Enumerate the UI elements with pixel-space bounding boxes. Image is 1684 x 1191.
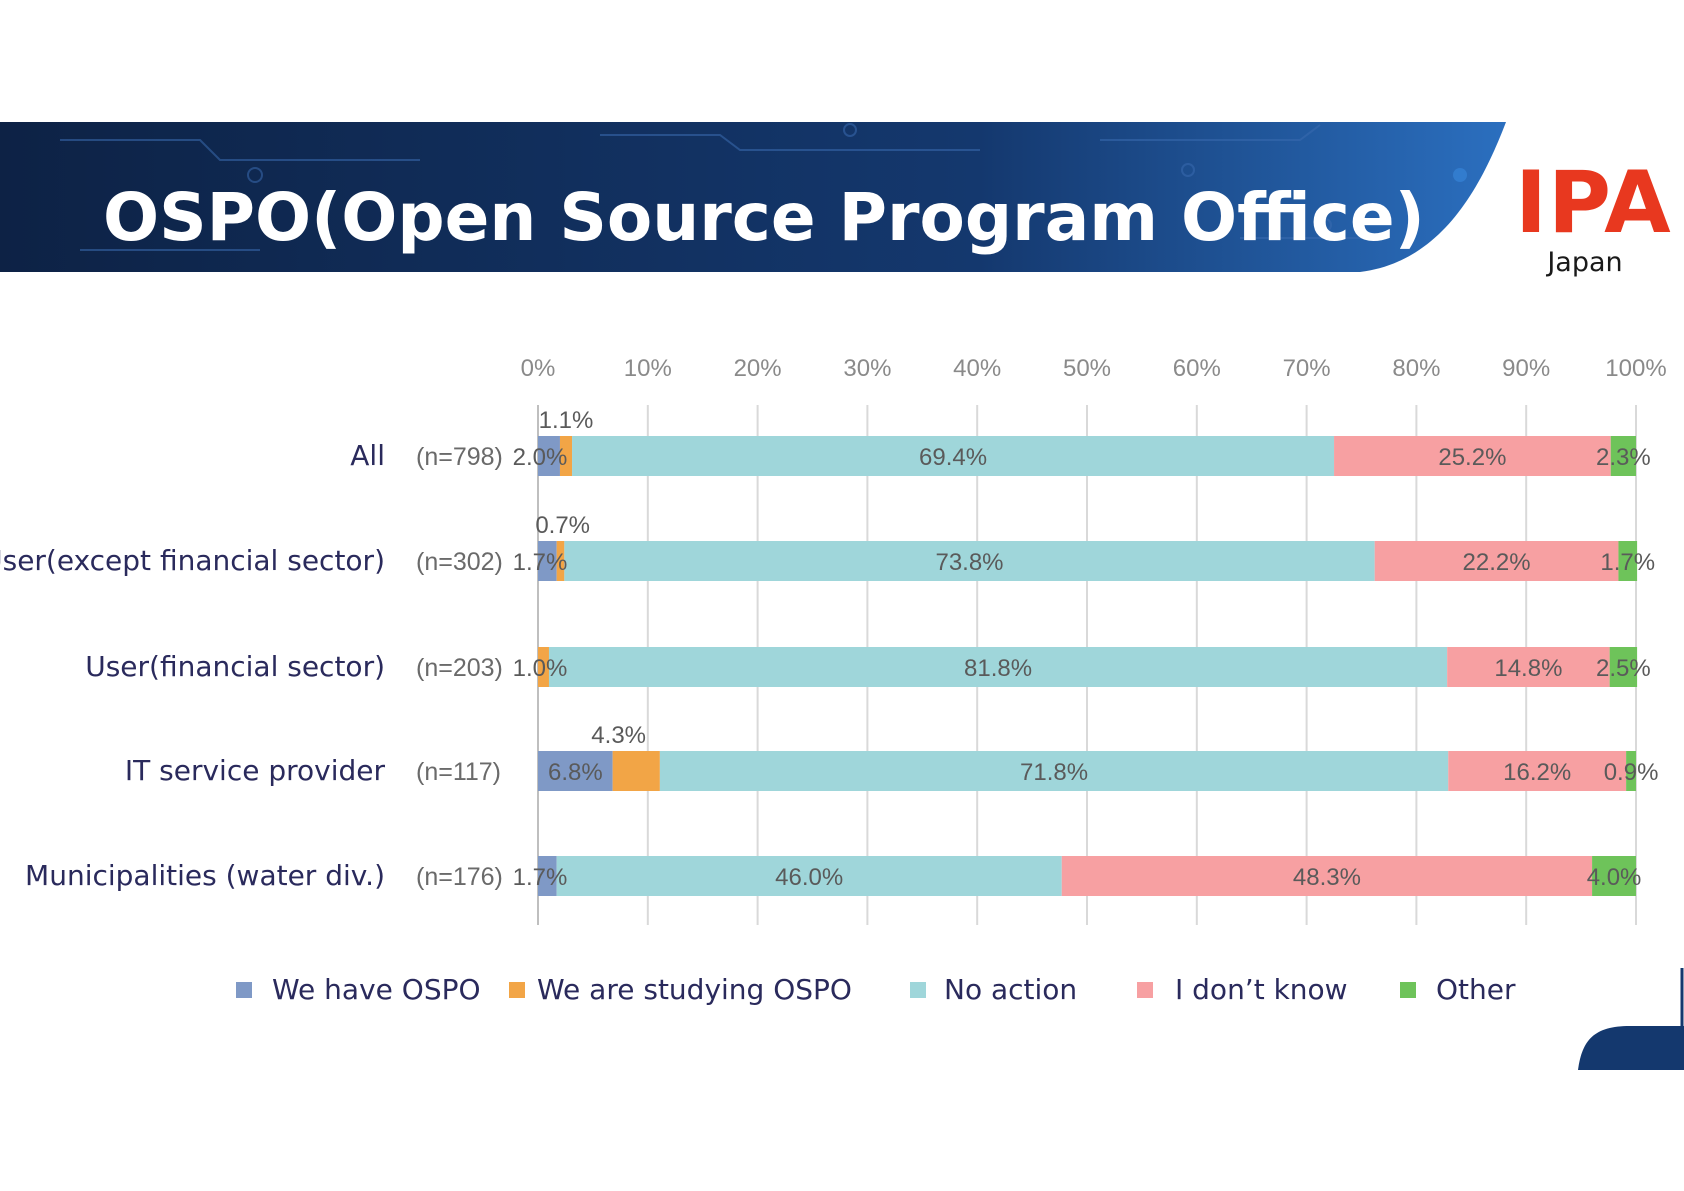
data-label: 14.8% xyxy=(1494,655,1562,682)
slide-title: OSPO(Open Source Program Office) xyxy=(103,179,1425,256)
data-label: 69.4% xyxy=(919,444,987,471)
legend-swatch xyxy=(509,982,525,998)
bar-segment xyxy=(538,856,557,896)
data-label: 16.2% xyxy=(1503,759,1571,786)
x-tick-label: 80% xyxy=(1392,355,1440,382)
bar-segment xyxy=(538,541,557,581)
data-label: 0.7% xyxy=(535,512,590,539)
x-tick-label: 10% xyxy=(624,355,672,382)
data-label: 4.0% xyxy=(1587,864,1642,891)
bar-segment xyxy=(1334,436,1611,476)
bar-segment xyxy=(1448,751,1627,791)
data-label: 1.7% xyxy=(513,549,568,576)
legend-label: Other xyxy=(1436,973,1516,1006)
data-label: 4.3% xyxy=(591,722,646,749)
category-label: IT service provider xyxy=(125,754,386,787)
category-label: Municipalities (water div.) xyxy=(25,859,385,892)
legend-label: I don’t know xyxy=(1175,973,1348,1006)
bar-segment xyxy=(538,436,560,476)
data-label: 1.0% xyxy=(513,655,568,682)
x-tick-label: 40% xyxy=(953,355,1001,382)
data-label: 1.1% xyxy=(539,407,594,434)
bar-segment xyxy=(1061,856,1593,896)
bar-segment xyxy=(538,751,613,791)
data-label: 6.8% xyxy=(548,759,603,786)
data-label: 81.8% xyxy=(964,655,1032,682)
bar-segment xyxy=(556,856,1062,896)
x-tick-label: 0% xyxy=(521,355,556,382)
data-label: 25.2% xyxy=(1438,444,1506,471)
bar-segment xyxy=(1592,856,1636,896)
x-tick-label: 30% xyxy=(843,355,891,382)
bar-segment xyxy=(659,751,1449,791)
data-label: 2.5% xyxy=(1596,655,1651,682)
category-label: User(except financial sector) xyxy=(0,544,385,577)
bar-segment xyxy=(564,541,1375,581)
sample-size-label: (n=302) xyxy=(416,548,503,576)
data-label: 1.7% xyxy=(513,864,568,891)
banner-circuit-decoration xyxy=(60,123,1467,251)
sample-size-label: (n=176) xyxy=(416,863,503,891)
bar-segment xyxy=(1618,541,1638,581)
x-tick-label: 70% xyxy=(1283,355,1331,382)
logo-country: Japan xyxy=(1547,247,1623,278)
bar-segment xyxy=(559,436,573,476)
logo-mark: IPA xyxy=(1515,153,1672,253)
ipa-logo: IPA Japan xyxy=(1515,153,1672,278)
title-banner xyxy=(0,122,1506,272)
bar-segment xyxy=(1374,541,1619,581)
bar-segment xyxy=(548,647,1448,687)
legend-label: We have OSPO xyxy=(272,973,481,1006)
data-label: 0.9% xyxy=(1604,759,1659,786)
legend-label: No action xyxy=(944,973,1077,1006)
bar-segment xyxy=(572,436,1335,476)
x-tick-label: 90% xyxy=(1502,355,1550,382)
bar-segment xyxy=(1609,647,1638,687)
x-tick-label: 100% xyxy=(1605,355,1666,382)
legend-swatch xyxy=(236,982,252,998)
corner-shape xyxy=(1578,1026,1684,1070)
category-label: All xyxy=(350,439,385,472)
data-label: 22.2% xyxy=(1463,549,1531,576)
data-label: 71.8% xyxy=(1020,759,1088,786)
legend-swatch xyxy=(910,982,926,998)
legend-swatch xyxy=(1137,982,1153,998)
bar-segment xyxy=(612,751,660,791)
category-label: User(financial sector) xyxy=(85,650,385,683)
corner-decoration xyxy=(1578,968,1684,1070)
data-label: 73.8% xyxy=(935,549,1003,576)
legend-label: We are studying OSPO xyxy=(537,973,852,1006)
bar-segment xyxy=(1610,436,1636,476)
sample-size-label: (n=203) xyxy=(416,654,503,682)
sample-size-label: (n=117) xyxy=(416,758,501,786)
data-label: 46.0% xyxy=(775,864,843,891)
data-label: 2.0% xyxy=(513,444,568,471)
data-label: 1.7% xyxy=(1600,549,1655,576)
data-label: 2.3% xyxy=(1596,444,1651,471)
x-tick-label: 60% xyxy=(1173,355,1221,382)
x-tick-label: 50% xyxy=(1063,355,1111,382)
bar-segment xyxy=(1447,647,1610,687)
x-tick-label: 20% xyxy=(734,355,782,382)
data-label: 48.3% xyxy=(1293,864,1361,891)
sample-size-label: (n=798) xyxy=(416,443,503,471)
bar-segment xyxy=(538,647,549,687)
bar-segment xyxy=(1626,751,1636,791)
legend-swatch xyxy=(1400,982,1416,998)
bar-segment xyxy=(556,541,565,581)
